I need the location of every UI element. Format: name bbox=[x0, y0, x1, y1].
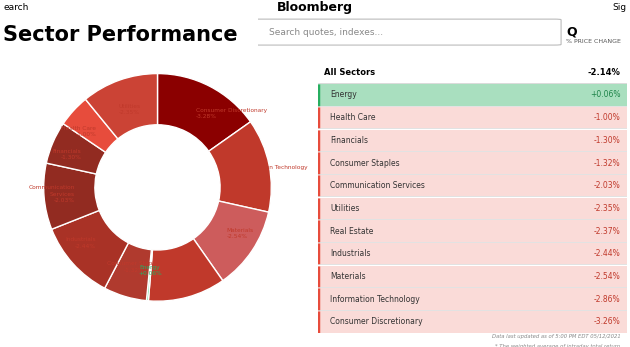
Text: All Sectors: All Sectors bbox=[324, 68, 375, 77]
Text: earch: earch bbox=[3, 3, 28, 12]
Bar bbox=[318, 243, 627, 264]
Text: Sig: Sig bbox=[613, 3, 627, 12]
Text: Consumer Discretionary
-3.28%: Consumer Discretionary -3.28% bbox=[196, 108, 267, 119]
Bar bbox=[318, 175, 627, 196]
Text: -2.54%: -2.54% bbox=[594, 272, 621, 281]
Wedge shape bbox=[47, 124, 106, 174]
Text: -2.44%: -2.44% bbox=[594, 249, 621, 258]
Bar bbox=[318, 266, 627, 287]
Text: Information Technology: Information Technology bbox=[331, 295, 420, 304]
Wedge shape bbox=[63, 99, 118, 152]
Text: Materials
-2.54%: Materials -2.54% bbox=[227, 228, 254, 239]
Wedge shape bbox=[193, 201, 268, 281]
Bar bbox=[318, 311, 627, 332]
Text: Information Technology
-2.86%: Information Technology -2.86% bbox=[239, 166, 307, 177]
Text: -1.00%: -1.00% bbox=[594, 113, 621, 122]
Text: Health Care: Health Care bbox=[331, 113, 376, 122]
Wedge shape bbox=[146, 250, 152, 301]
Bar bbox=[318, 152, 627, 174]
Text: Consumer Staples: Consumer Staples bbox=[331, 159, 400, 168]
Text: Energy
+0.06%: Energy +0.06% bbox=[138, 264, 162, 276]
Text: Financials: Financials bbox=[331, 136, 369, 145]
Text: Utilities: Utilities bbox=[331, 204, 360, 213]
Wedge shape bbox=[149, 239, 223, 301]
Text: Utilities
-2.35%: Utilities -2.35% bbox=[118, 103, 140, 115]
Text: * The weighted average of intraday total return: * The weighted average of intraday total… bbox=[495, 344, 621, 347]
Bar bbox=[318, 84, 627, 106]
Text: % PRICE CHANGE: % PRICE CHANGE bbox=[566, 39, 621, 44]
Text: Health Care
-1.00%: Health Care -1.00% bbox=[61, 126, 96, 137]
Text: -2.35%: -2.35% bbox=[594, 204, 621, 213]
Text: Materials: Materials bbox=[331, 272, 366, 281]
Text: +0.06%: +0.06% bbox=[590, 91, 621, 100]
Text: Communication Services: Communication Services bbox=[331, 181, 425, 190]
Text: Bloomberg: Bloomberg bbox=[277, 1, 353, 14]
Wedge shape bbox=[43, 163, 100, 229]
Text: Data last updated as of 5:00 PM EDT 05/12/2021: Data last updated as of 5:00 PM EDT 05/1… bbox=[492, 334, 621, 339]
Text: -1.32%: -1.32% bbox=[594, 159, 621, 168]
Text: -1.30%: -1.30% bbox=[594, 136, 621, 145]
Text: Consumer Discretionary: Consumer Discretionary bbox=[331, 317, 423, 326]
Text: Q: Q bbox=[566, 26, 576, 39]
Bar bbox=[318, 61, 627, 83]
Wedge shape bbox=[86, 74, 158, 139]
Text: All Sectors: All Sectors bbox=[130, 173, 185, 181]
Text: Communication
Services
-2.03%: Communication Services -2.03% bbox=[28, 185, 75, 203]
Text: Real Estate: Real Estate bbox=[331, 227, 374, 236]
Text: -2.14%: -2.14% bbox=[588, 68, 621, 77]
Text: Financials
-1.30%: Financials -1.30% bbox=[52, 149, 81, 160]
Bar bbox=[318, 288, 627, 310]
Text: Industrials
-2.44%: Industrials -2.44% bbox=[65, 237, 96, 248]
Text: Real Estate
-2.37%: Real Estate -2.37% bbox=[163, 262, 196, 273]
Bar bbox=[318, 220, 627, 242]
Wedge shape bbox=[209, 122, 272, 212]
Text: -3.26%: -3.26% bbox=[594, 317, 621, 326]
Text: Consumer Staples
-1.32%: Consumer Staples -1.32% bbox=[107, 261, 161, 273]
Wedge shape bbox=[105, 243, 151, 301]
Text: Industrials: Industrials bbox=[331, 249, 371, 258]
Text: -2.37%: -2.37% bbox=[594, 227, 621, 236]
Text: Search quotes, indexes...: Search quotes, indexes... bbox=[268, 28, 382, 36]
Text: -2.03%: -2.03% bbox=[594, 181, 621, 190]
Wedge shape bbox=[52, 210, 129, 288]
Text: Energy: Energy bbox=[331, 91, 357, 100]
Wedge shape bbox=[158, 74, 251, 151]
Text: -2.14%: -2.14% bbox=[142, 193, 173, 202]
FancyBboxPatch shape bbox=[251, 19, 561, 45]
Bar bbox=[318, 198, 627, 219]
Bar bbox=[318, 129, 627, 151]
Bar bbox=[318, 107, 627, 128]
Text: -2.86%: -2.86% bbox=[594, 295, 621, 304]
Text: Sector Performance: Sector Performance bbox=[3, 25, 238, 44]
